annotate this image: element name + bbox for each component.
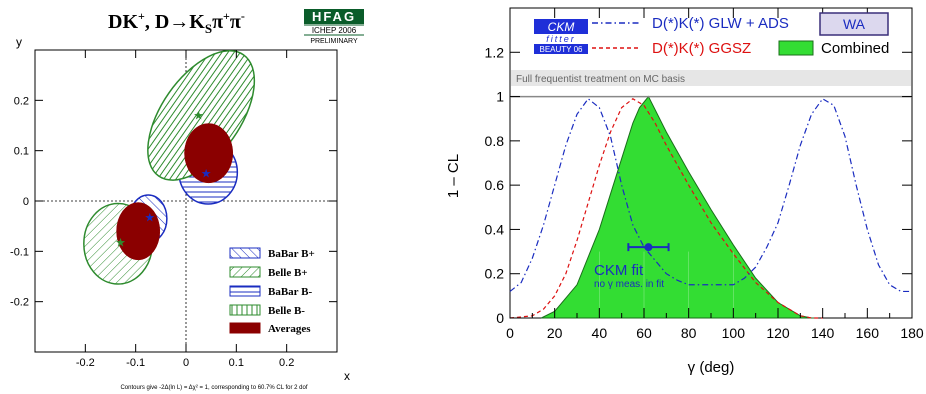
- hfag-logo-event: ICHEP 2006: [312, 26, 357, 35]
- right-x-tick-label-1: 20: [547, 325, 563, 341]
- right-y-tick-label-5: 1: [496, 89, 504, 105]
- legend-label-belle-bminus: Belle B-: [268, 305, 305, 317]
- legend-label-belle-bplus: Belle B+: [268, 267, 308, 279]
- ckm-fit-label: CKM fit: [594, 262, 644, 279]
- right-y-tick-label-4: 0.8: [485, 133, 505, 149]
- right-plot-area: 0 20 40 60 80 100 120 140 160 180 0 0.2 0.4 0.6 0.8 1 1.…: [485, 8, 924, 341]
- right-y-tick-label-6: 1.2: [485, 44, 505, 60]
- legend-entry-babar-bminus: BaBar B-: [229, 285, 312, 298]
- star-marker-5: ★: [133, 224, 144, 238]
- beauty-badge-text: BEAUTY 06: [540, 45, 584, 54]
- title-pi-2: π: [230, 11, 241, 33]
- right-x-tick-label-4: 80: [681, 325, 697, 341]
- right-y-tick-label-1: 0.2: [485, 266, 505, 282]
- left-y-tick-label-3: 0.1: [14, 146, 29, 158]
- legend-entry-babar-bplus: BaBar B+: [229, 247, 315, 260]
- ellipse-averages-4: [184, 123, 234, 184]
- legend-swatch-combined: [778, 40, 814, 56]
- legend-entry-belle-bminus: Belle B-: [229, 304, 305, 317]
- legend-label-combined: Combined: [821, 40, 889, 57]
- right-x-tick-label-2: 40: [592, 325, 608, 341]
- right-x-tick-label-3: 60: [636, 325, 652, 341]
- left-plot-area: ★★★★★★-0.2 -0.1 0 0.1 0.2-0.2-0.100.10.2: [10, 50, 337, 369]
- star-marker-1: ★: [201, 166, 212, 180]
- hfag-logo-status: PRELIMINARY: [310, 38, 358, 45]
- ckm-fit-sublabel: no γ meas. in fit: [594, 279, 664, 290]
- legend-entry-belle-bplus: Belle B+: [229, 266, 308, 279]
- left-legend: BaBar B+ Belle B+ BaBar B- Belle B- Aver…: [229, 247, 315, 335]
- right-x-tick-label-6: 120: [766, 325, 790, 341]
- ckmfitter-badge: CKM fitter BEAUTY 06: [534, 19, 588, 54]
- star-marker-0: ★: [193, 108, 204, 122]
- legend-label-glw: D(*)K(*) GLW + ADS: [652, 15, 789, 32]
- title-pi: π: [212, 11, 223, 33]
- title-d-to-k: , D→K: [145, 11, 205, 33]
- title-sup-plus: +: [138, 9, 145, 23]
- title-sub-s: S: [205, 21, 212, 36]
- left-x-tick-label-0: -0.2: [76, 357, 95, 369]
- series-d-k-ggsz-line: [509, 98, 823, 319]
- left-x-axis-label: x: [344, 369, 350, 383]
- legend-label-babar-bminus: BaBar B-: [268, 286, 312, 298]
- svg-text:DK+, D→KSπ+π-: DK+, D→KSπ+π-: [108, 9, 245, 36]
- legend-label-ggsz: D(*)K(*) GGSZ: [652, 40, 751, 57]
- right-y-tick-label-2: 0.4: [485, 221, 505, 237]
- right-legend: D(*)K(*) GLW + ADS D(*)K(*) GGSZ Combine…: [592, 15, 889, 57]
- legend-entry-averages: Averages: [229, 322, 311, 335]
- right-x-tick-label-5: 100: [722, 325, 746, 341]
- right-x-tick-label-0: 0: [506, 325, 514, 341]
- banner-text: Full frequentist treatment on MC basis: [516, 74, 685, 85]
- right-x-tick-label-9: 180: [900, 325, 924, 341]
- series-d-k-glw-ads-line: [509, 97, 912, 293]
- left-y-tick-label-0: -0.2: [10, 297, 29, 309]
- wa-button[interactable]: WA: [819, 12, 889, 36]
- right-x-tick-label-7: 140: [811, 325, 835, 341]
- fitter-badge-text: fitter: [546, 34, 576, 44]
- star-marker-2: ★: [144, 211, 155, 225]
- star-marker-3: ★: [115, 235, 126, 249]
- right-x-tick-label-8: 160: [856, 325, 880, 341]
- ckm-fit-point: [644, 243, 653, 252]
- left-x-tick-label-4: 0.2: [279, 357, 294, 369]
- left-footnote: Contours give -2Δ(ln L) = Δχ² = 1, corre…: [120, 385, 307, 391]
- right-y-axis-label: 1 – CL: [445, 154, 462, 198]
- left-x-tick-label-2: 0: [183, 357, 189, 369]
- title-dk: DK: [108, 11, 138, 33]
- right-y-tick-label-0: 0: [496, 310, 504, 326]
- left-title: DK+, D→KSπ+π-: [108, 9, 245, 36]
- left-y-tick-label-4: 0.2: [14, 95, 29, 107]
- hfag-logo: HFAG ICHEP 2006 PRELIMINARY: [304, 9, 364, 45]
- ellipse-belle-b-3: [147, 50, 256, 181]
- left-x-tick-label-1: -0.1: [126, 357, 145, 369]
- left-y-tick-label-2: 0: [23, 196, 29, 208]
- series-combined-area: [541, 95, 819, 319]
- star-marker-4: ★: [203, 146, 214, 160]
- left-y-axis-label: y: [16, 35, 22, 49]
- title-sup-minus: -: [241, 9, 245, 23]
- ellipse-averages-5: [116, 202, 161, 261]
- right-x-axis-label: γ (deg): [688, 359, 735, 376]
- left-x-tick-label-3: 0.1: [229, 357, 244, 369]
- legend-label-averages: Averages: [268, 323, 311, 335]
- wa-button-label: WA: [843, 16, 866, 32]
- left-y-tick-label-1: -0.1: [10, 246, 29, 258]
- hfag-logo-text: HFAG: [312, 9, 356, 24]
- frequentist-banner: Full frequentist treatment on MC basis: [511, 70, 911, 86]
- title-sup-plus-2: +: [223, 9, 230, 23]
- legend-label-babar-bplus: BaBar B+: [268, 248, 315, 260]
- right-y-tick-label-3: 0.6: [485, 177, 505, 193]
- ckm-badge-text: CKM: [548, 20, 575, 34]
